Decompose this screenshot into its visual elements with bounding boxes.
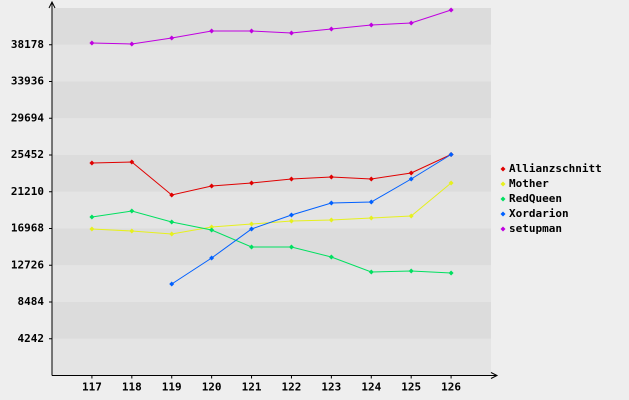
- band: [52, 338, 491, 376]
- series-line: [91, 154, 452, 196]
- point: [249, 226, 255, 232]
- point: [89, 214, 95, 220]
- point: [169, 281, 175, 287]
- legend-label: Allianzschnitt: [509, 162, 602, 175]
- x-tick-label: 123: [321, 381, 341, 394]
- point: [249, 180, 255, 186]
- point: [408, 20, 414, 26]
- band: [52, 265, 491, 302]
- point: [249, 244, 255, 250]
- point: [89, 40, 95, 46]
- point: [89, 160, 95, 166]
- x-axis-arrow: [490, 372, 499, 379]
- point: [408, 213, 414, 219]
- band: [52, 8, 491, 45]
- point: [328, 254, 334, 260]
- point: [448, 270, 454, 276]
- y-tick-label: 29694: [11, 111, 44, 124]
- point: [368, 215, 374, 221]
- point: [169, 192, 175, 198]
- legend-marker: [500, 196, 506, 202]
- point: [328, 200, 334, 206]
- point: [129, 208, 135, 214]
- point: [209, 224, 215, 230]
- x-tick-label: 125: [401, 381, 421, 394]
- x-tick-label: 126: [441, 381, 461, 394]
- x-tick-label: 117: [82, 381, 102, 394]
- y-tick-label: 12726: [11, 258, 44, 271]
- point: [408, 170, 414, 176]
- legend-label: RedQueen: [509, 192, 562, 205]
- y-tick-label: 25452: [11, 148, 44, 161]
- point: [129, 228, 135, 234]
- point: [368, 269, 374, 275]
- point: [288, 244, 294, 250]
- point: [288, 212, 294, 218]
- legend-marker: [500, 211, 506, 217]
- point: [408, 268, 414, 274]
- y-tick-label: 16968: [11, 222, 44, 235]
- series-line: [91, 210, 452, 274]
- point: [448, 180, 454, 186]
- x-tick-label: 119: [162, 381, 182, 394]
- point: [249, 28, 255, 34]
- point: [368, 176, 374, 182]
- y-axis-arrow: [48, 0, 56, 9]
- point: [288, 30, 294, 36]
- x-tick-label: 118: [122, 381, 142, 394]
- point: [288, 176, 294, 182]
- legend-label: setupman: [509, 222, 562, 235]
- point: [368, 22, 374, 28]
- point: [448, 7, 454, 13]
- point: [169, 35, 175, 41]
- point: [169, 231, 175, 237]
- point: [169, 219, 175, 225]
- point: [129, 41, 135, 47]
- point: [209, 28, 215, 34]
- y-tick-label: 8484: [18, 295, 45, 308]
- y-tick-label: 21210: [11, 185, 44, 198]
- point: [209, 255, 215, 261]
- y-tick-label: 38178: [11, 38, 44, 51]
- point: [209, 183, 215, 189]
- point: [328, 26, 334, 32]
- point: [328, 217, 334, 223]
- band: [52, 302, 491, 339]
- band: [52, 81, 491, 119]
- x-tick-label: 121: [242, 381, 262, 394]
- point: [209, 227, 215, 233]
- x-tick-label: 124: [361, 381, 381, 394]
- series-line: [91, 9, 452, 45]
- legend-label: Mother: [509, 177, 549, 190]
- legend-marker: [500, 226, 506, 232]
- legend-label: Xordarion: [509, 207, 569, 220]
- point: [129, 159, 135, 165]
- y-tick-label: 4242: [18, 332, 45, 345]
- legend-marker: [500, 166, 506, 172]
- x-tick-label: 122: [282, 381, 302, 394]
- point: [288, 218, 294, 224]
- point: [249, 221, 255, 227]
- band: [52, 44, 491, 82]
- point: [328, 174, 334, 180]
- point: [408, 176, 414, 182]
- band: [52, 155, 491, 192]
- x-tick-label: 120: [202, 381, 222, 394]
- legend-marker: [500, 181, 506, 187]
- y-tick-label: 33936: [11, 75, 44, 88]
- point: [89, 226, 95, 232]
- point: [448, 151, 454, 157]
- point: [368, 199, 374, 205]
- band: [52, 118, 491, 155]
- series-line: [171, 154, 452, 285]
